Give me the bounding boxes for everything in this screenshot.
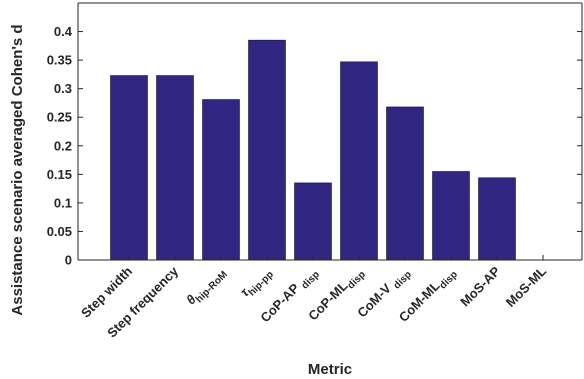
x-tick-label: θhip-RoM (183, 264, 230, 311)
x-tick-label-sub: hip-RoM (194, 269, 230, 305)
bar-2 (156, 75, 194, 261)
y-tick-label: 0.05 (47, 224, 72, 239)
x-tick-label-main: CoM-V (354, 278, 396, 320)
x-tick-label-main: MoS-ML (503, 263, 549, 309)
x-tick-label-sub: hip-pp (247, 269, 276, 298)
x-tick-label-main: MoS-AP (457, 263, 503, 309)
y-tick-label: 0.15 (47, 167, 72, 182)
bar-6 (340, 61, 378, 261)
bar-8 (432, 171, 470, 261)
y-axis-title: Assistance scenario averaged Cohen's d (9, 24, 26, 315)
y-tick-label: 0.2 (54, 138, 72, 153)
x-tick-label: MoS-AP (457, 263, 503, 309)
bars (110, 39, 516, 261)
x-tick-label: τhip-pp (237, 264, 276, 303)
bar-1 (110, 75, 148, 261)
y-tick-label: 0.4 (54, 24, 73, 39)
x-axis-title: Metric (308, 361, 352, 378)
bar-4 (248, 39, 286, 261)
bar-9 (478, 177, 516, 261)
y-tick-label: 0.25 (47, 110, 72, 125)
x-tick-label-sub: disp (300, 269, 322, 291)
y-tick-label: 0.35 (47, 53, 72, 68)
x-tick-label-sub: disp (346, 269, 368, 291)
bar-5 (294, 182, 332, 261)
y-axis-ticks: 0 0.05 0.1 0.15 0.2 0.25 0.3 0.35 0.4 (47, 24, 582, 268)
y-tick-label: 0.1 (54, 195, 72, 210)
x-tick-label-sub: disp (438, 269, 460, 291)
x-tick-label: MoS-ML (503, 263, 549, 309)
bar-3 (202, 99, 240, 261)
x-tick-label-sub: disp (392, 269, 414, 291)
y-tick-label: 0.3 (54, 81, 72, 96)
y-tick-label: 0 (65, 253, 72, 268)
bar-7 (386, 106, 424, 261)
